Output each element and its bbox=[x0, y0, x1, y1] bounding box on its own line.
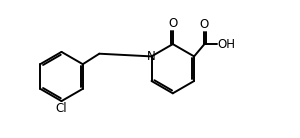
Text: N: N bbox=[147, 50, 156, 63]
Text: O: O bbox=[200, 18, 209, 31]
Text: O: O bbox=[168, 17, 177, 30]
Text: OH: OH bbox=[218, 38, 236, 51]
Text: Cl: Cl bbox=[56, 102, 67, 115]
